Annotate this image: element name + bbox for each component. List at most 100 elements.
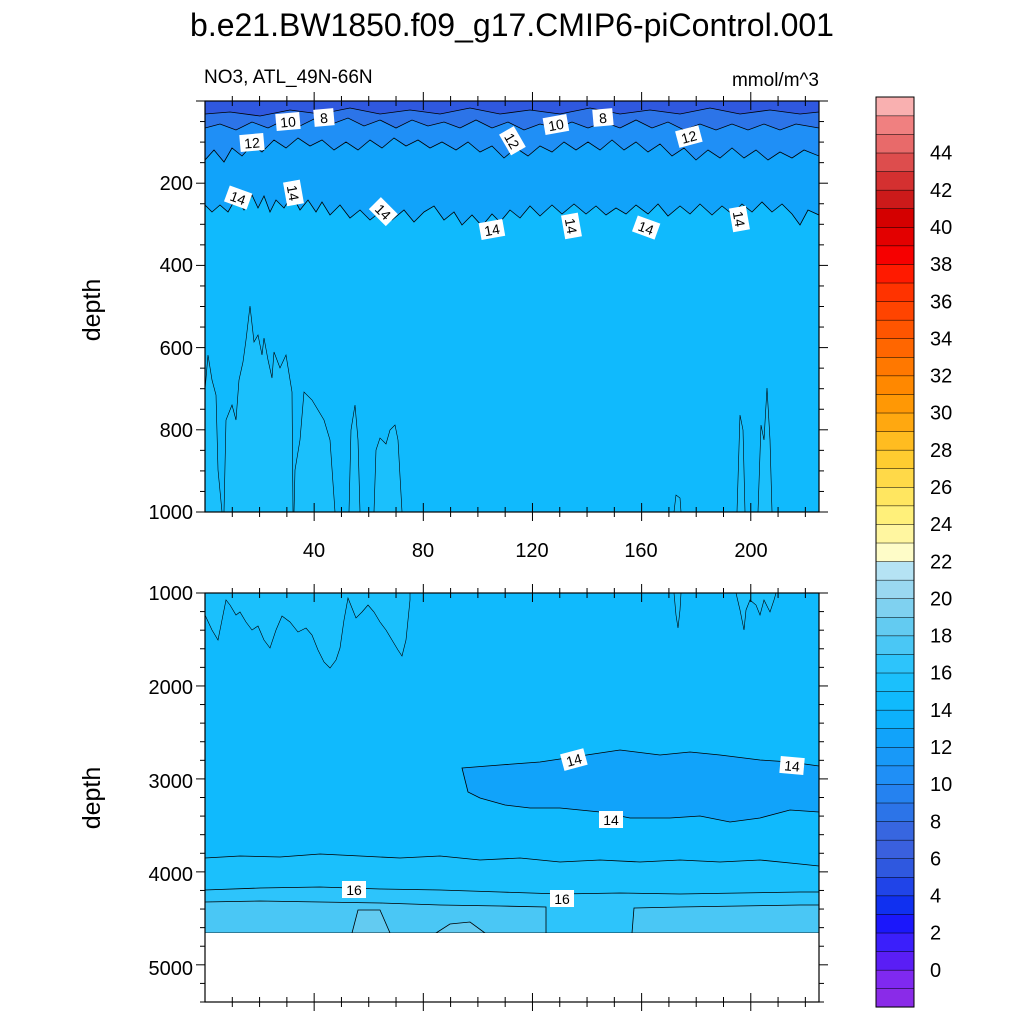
contour-label: 8: [313, 108, 335, 127]
colorbar-swatch: [875, 431, 915, 451]
colorbar-tick-label: 28: [930, 440, 952, 462]
colorbar-swatch: [875, 301, 915, 321]
colorbar-tick-label: 44: [930, 143, 952, 165]
contour-label: 16: [550, 890, 574, 907]
colorbar-labels: 0246810121416182022242628303234363840424…: [930, 143, 952, 982]
colorbar-tick-label: 26: [930, 477, 952, 499]
colorbar-swatch: [875, 375, 915, 395]
colorbar-tick-label: 16: [930, 663, 952, 685]
svg-text:12: 12: [501, 130, 523, 152]
colorbar-swatch: [875, 505, 915, 525]
contour-label: 8: [592, 108, 614, 127]
colorbar-tick-label: 32: [930, 366, 952, 388]
upper-y-tick-label: 200: [160, 173, 193, 195]
colorbar-tick-label: 2: [930, 923, 941, 945]
colorbar-swatch: [875, 876, 915, 897]
units-label: mmol/m^3: [732, 70, 819, 91]
svg-text:14: 14: [562, 217, 580, 235]
contour-label: 10: [542, 114, 570, 135]
x-tick-label: 40: [303, 540, 325, 562]
fill-6-8: [205, 101, 819, 117]
colorbar-swatch: [875, 839, 915, 859]
fill-16-18-patch: [223, 305, 294, 512]
x-tick-label: 160: [624, 540, 657, 562]
colorbar-swatch: [875, 523, 915, 544]
lower-y-axis-label: depth: [78, 767, 106, 830]
fill-16-18-patch: [735, 593, 777, 631]
colorbar-swatch: [875, 96, 915, 117]
colorbar-swatch: [875, 263, 915, 284]
svg-text:12: 12: [244, 134, 261, 151]
colorbar-swatch: [875, 913, 915, 934]
contour-label: 10: [275, 111, 301, 132]
colorbar-tick-label: 4: [930, 886, 941, 908]
svg-text:16: 16: [554, 891, 570, 907]
colorbar-tick-label: 24: [930, 514, 952, 536]
colorbar-tick-label: 20: [930, 588, 952, 610]
contour-label: 14: [729, 205, 750, 233]
colorbar-tick-label: 40: [930, 217, 952, 239]
colorbar: [875, 96, 915, 1008]
colorbar-swatch: [875, 468, 915, 488]
svg-text:10: 10: [280, 113, 297, 130]
svg-text:10: 10: [547, 116, 565, 134]
contour-label: 14: [223, 185, 253, 210]
colorbar-tick-label: 22: [930, 551, 952, 573]
colorbar-tick-label: 18: [930, 626, 952, 648]
lower-y-tick-label: 1000: [149, 583, 194, 605]
colorbar-swatch: [875, 282, 915, 302]
colorbar-swatch: [875, 765, 915, 785]
contour-label: 12: [239, 132, 265, 153]
colorbar-swatch: [875, 412, 915, 432]
svg-text:14: 14: [730, 210, 748, 228]
colorbar-swatch: [875, 951, 915, 971]
colorbar-swatch: [875, 561, 915, 581]
colorbar-tick-label: 38: [930, 254, 952, 276]
colorbar-swatch: [875, 616, 915, 637]
contour-label: 14: [599, 811, 623, 828]
colorbar-swatch: [875, 208, 915, 228]
lower-panel: 1000 2000 3000 4000 5000 depth 14 14 14 …: [78, 583, 828, 1011]
x-tick-label: 80: [412, 540, 434, 562]
colorbar-tick-label: 12: [930, 737, 952, 759]
svg-text:14: 14: [564, 750, 583, 770]
colorbar-tick-label: 0: [930, 960, 941, 982]
lower-y-tick-label: 2000: [149, 677, 194, 699]
colorbar-swatch: [875, 542, 915, 562]
upper-y-tick-label: 600: [160, 338, 193, 360]
fill-16-18-patch: [348, 404, 361, 512]
chart-title: b.e21.BW1850.f09_g17.CMIP6-piControl.001: [190, 7, 834, 43]
colorbar-tick-label: 42: [930, 180, 952, 202]
colorbar-swatch: [875, 319, 915, 339]
colorbar-swatch: [875, 133, 915, 154]
colorbar-swatch: [875, 988, 915, 1008]
fill-16-18-patch: [673, 494, 682, 512]
fill-16-18-patch: [673, 593, 682, 629]
upper-y-tick-label: 400: [160, 255, 193, 277]
contour-label: 14: [478, 219, 506, 240]
colorbar-swatch: [875, 226, 915, 247]
colorbar-swatch: [875, 635, 915, 655]
svg-text:12: 12: [679, 127, 698, 147]
lower-y-tick-label: 3000: [149, 771, 194, 793]
colorbar-swatch: [875, 672, 915, 692]
upper-contour-field: [205, 101, 819, 512]
colorbar-swatch: [875, 115, 915, 135]
fill-16-18-patch: [736, 414, 746, 512]
svg-text:14: 14: [784, 757, 801, 774]
lower-y-tick-label: 4000: [149, 864, 194, 886]
upper-panel: NO3, ATL_49N-66N mmol/m^3 200 4: [78, 67, 828, 562]
lower-axis-ticks: [196, 584, 828, 1011]
svg-text:14: 14: [483, 221, 501, 239]
colorbar-swatch: [875, 728, 915, 748]
colorbar-tick-label: 14: [930, 700, 952, 722]
contour-label: 12: [499, 126, 526, 156]
upper-axis-ticks: [196, 92, 828, 521]
colorbar-swatch: [875, 821, 915, 841]
colorbar-swatch: [875, 171, 915, 191]
fill-16-18-patch: [205, 593, 411, 669]
colorbar-tick-label: 6: [930, 848, 941, 870]
colorbar-tick-label: 8: [930, 811, 941, 833]
colorbar-frame: [875, 96, 915, 1008]
